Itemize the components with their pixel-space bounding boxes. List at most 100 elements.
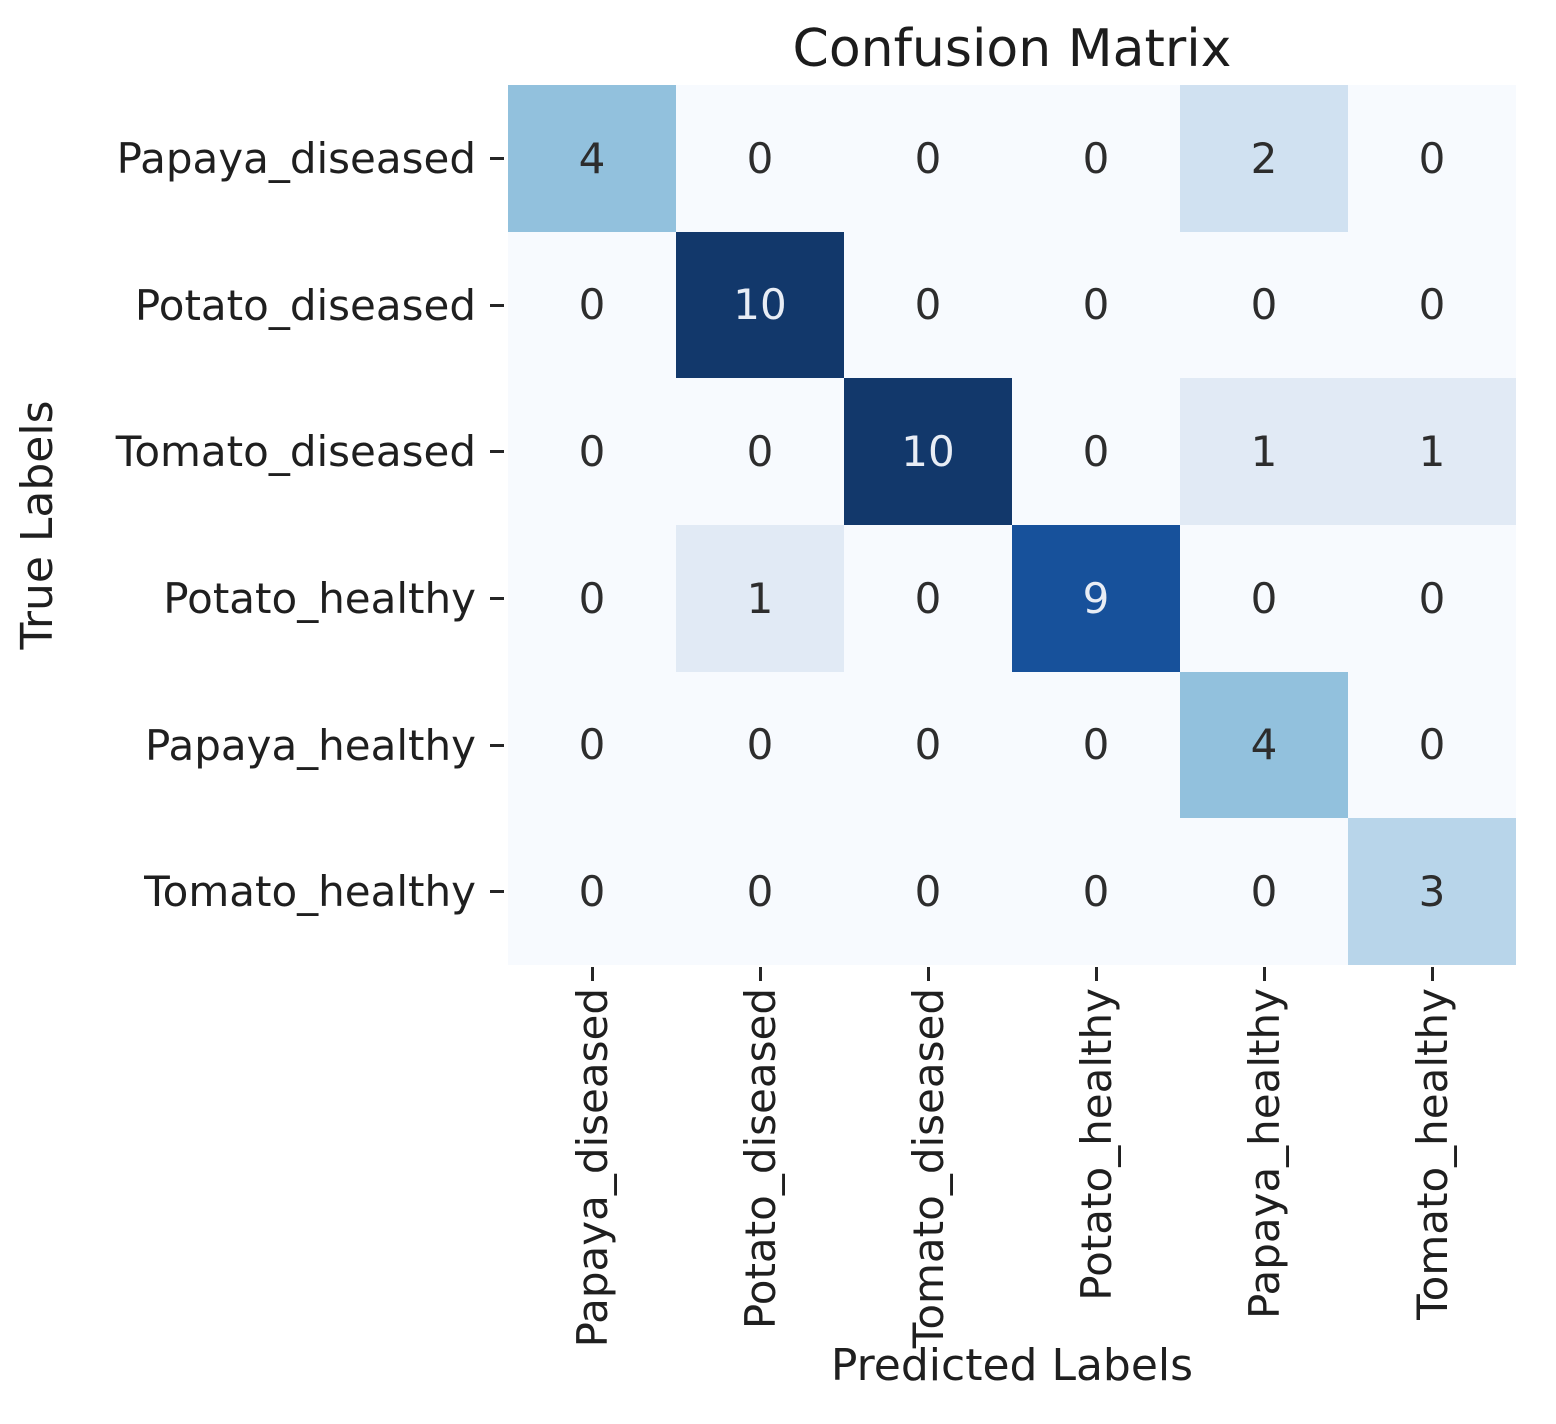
y-tick-label: Tomato_healthy	[144, 867, 476, 917]
heatmap-cell: 0	[1348, 525, 1516, 672]
y-tick-mark	[490, 450, 504, 454]
heatmap-cell: 3	[1348, 818, 1516, 965]
cell-value: 0	[1082, 867, 1110, 917]
cell-value: 0	[914, 133, 942, 183]
cell-value: 0	[746, 867, 774, 917]
heatmap-cell: 0	[676, 378, 844, 525]
heatmap-cell: 0	[844, 671, 1012, 819]
heatmap-cell: 0	[844, 818, 1012, 965]
y-tick-mark	[490, 890, 504, 894]
cell-value: 0	[1418, 133, 1446, 183]
heatmap-cell: 0	[1348, 231, 1516, 379]
heatmap-cell: 0	[508, 378, 676, 525]
x-axis-label: Predicted Labels	[830, 1340, 1194, 1391]
y-tick-mark	[490, 303, 504, 307]
cell-value: 0	[1250, 280, 1278, 330]
cell-value: 0	[578, 573, 606, 623]
heatmap-cell: 0	[508, 525, 676, 672]
y-tick-label: Potato_healthy	[163, 573, 476, 623]
cell-value: 0	[746, 427, 774, 477]
cell-value: 0	[578, 427, 606, 477]
heatmap-cell: 0	[508, 231, 676, 379]
heatmap-cell: 0	[1348, 671, 1516, 819]
cell-value: 0	[578, 280, 606, 330]
y-tick-mark	[490, 743, 504, 747]
y-tick-mark	[490, 156, 504, 160]
y-tick-mark	[490, 596, 504, 600]
heatmap-cell: 0	[1012, 378, 1180, 525]
heatmap-cell: 0	[1012, 85, 1180, 232]
chart-title: Confusion Matrix	[792, 19, 1232, 79]
heatmap-cell: 0	[508, 818, 676, 965]
cell-value: 4	[578, 133, 606, 183]
cell-value: 0	[578, 720, 606, 770]
x-tick-label: Potato_healthy	[1071, 988, 1121, 1301]
heatmap-cell: 0	[844, 85, 1012, 232]
heatmap-cell: 1	[1348, 378, 1516, 525]
cell-value: 0	[1250, 867, 1278, 917]
cell-value: 0	[1418, 720, 1446, 770]
x-tick-mark	[758, 967, 762, 981]
x-tick-mark	[1262, 967, 1266, 981]
heatmap-cell: 0	[1180, 818, 1348, 965]
heatmap-cell: 2	[1180, 85, 1348, 232]
cell-value: 0	[1418, 280, 1446, 330]
cell-value: 0	[914, 720, 942, 770]
x-tick-label: Papaya_healthy	[1239, 988, 1289, 1319]
cell-value: 1	[746, 573, 774, 623]
heatmap-cell: 4	[1180, 671, 1348, 819]
cell-value: 0	[1250, 573, 1278, 623]
heatmap-cell: 10	[844, 378, 1012, 525]
x-tick-label: Tomato_healthy	[1407, 988, 1457, 1320]
cell-value: 2	[1250, 133, 1278, 183]
x-tick-label: Potato_diseased	[735, 988, 785, 1330]
cell-value: 0	[1082, 720, 1110, 770]
y-tick-label: Potato_diseased	[134, 280, 476, 330]
y-tick-label: Papaya_diseased	[116, 133, 476, 183]
cell-value: 1	[1250, 427, 1278, 477]
heatmap-cell: 9	[1012, 525, 1180, 672]
cell-value: 10	[733, 280, 787, 330]
heatmap-cell: 0	[844, 525, 1012, 672]
heatmap-cell: 0	[676, 671, 844, 819]
cell-value: 1	[1418, 427, 1446, 477]
cell-value: 0	[914, 867, 942, 917]
cell-value: 0	[1418, 573, 1446, 623]
x-tick-mark	[1430, 967, 1434, 981]
heatmap-cell: 0	[1012, 818, 1180, 965]
heatmap-cell: 1	[1180, 378, 1348, 525]
cell-value: 4	[1250, 720, 1278, 770]
cell-value: 0	[746, 720, 774, 770]
heatmap-cell: 0	[508, 671, 676, 819]
heatmap-cell: 10	[676, 231, 844, 379]
y-tick-label: Papaya_healthy	[145, 720, 476, 770]
cell-value: 0	[914, 573, 942, 623]
cell-value: 0	[1082, 133, 1110, 183]
cell-value: 0	[578, 867, 606, 917]
cell-value: 0	[1082, 427, 1110, 477]
cell-value: 3	[1418, 867, 1446, 917]
x-tick-mark	[590, 967, 594, 981]
x-tick-label: Papaya_diseased	[567, 988, 617, 1348]
cell-value: 0	[746, 133, 774, 183]
heatmap-cell: 4	[508, 85, 676, 232]
y-tick-label: Tomato_diseased	[115, 427, 476, 477]
heatmap-cell: 0	[1012, 671, 1180, 819]
x-tick-mark	[926, 967, 930, 981]
cell-value: 10	[901, 427, 955, 477]
heatmap-cell: 0	[1012, 231, 1180, 379]
x-tick-mark	[1094, 967, 1098, 981]
heatmap-cell: 0	[1180, 231, 1348, 379]
heatmap-cell: 0	[1348, 85, 1516, 232]
cell-value: 0	[1082, 280, 1110, 330]
heatmap-cell: 0	[676, 818, 844, 965]
heatmap-cell: 1	[676, 525, 844, 672]
heatmap-cell: 0	[844, 231, 1012, 379]
cell-value: 9	[1082, 573, 1110, 623]
cell-value: 0	[914, 280, 942, 330]
y-axis-label: True Labels	[12, 400, 63, 650]
heatmap-cell: 0	[676, 85, 844, 232]
heatmap-grid: 4 0 0 0 2 0 0 10 0 0 0 0 0 0 10 0 1 1 0 1 0 9 0 0 0 0 0 0 4 0 0 0 0 0 0 3	[508, 85, 1516, 965]
x-tick-label: Tomato_diseased	[903, 988, 953, 1349]
